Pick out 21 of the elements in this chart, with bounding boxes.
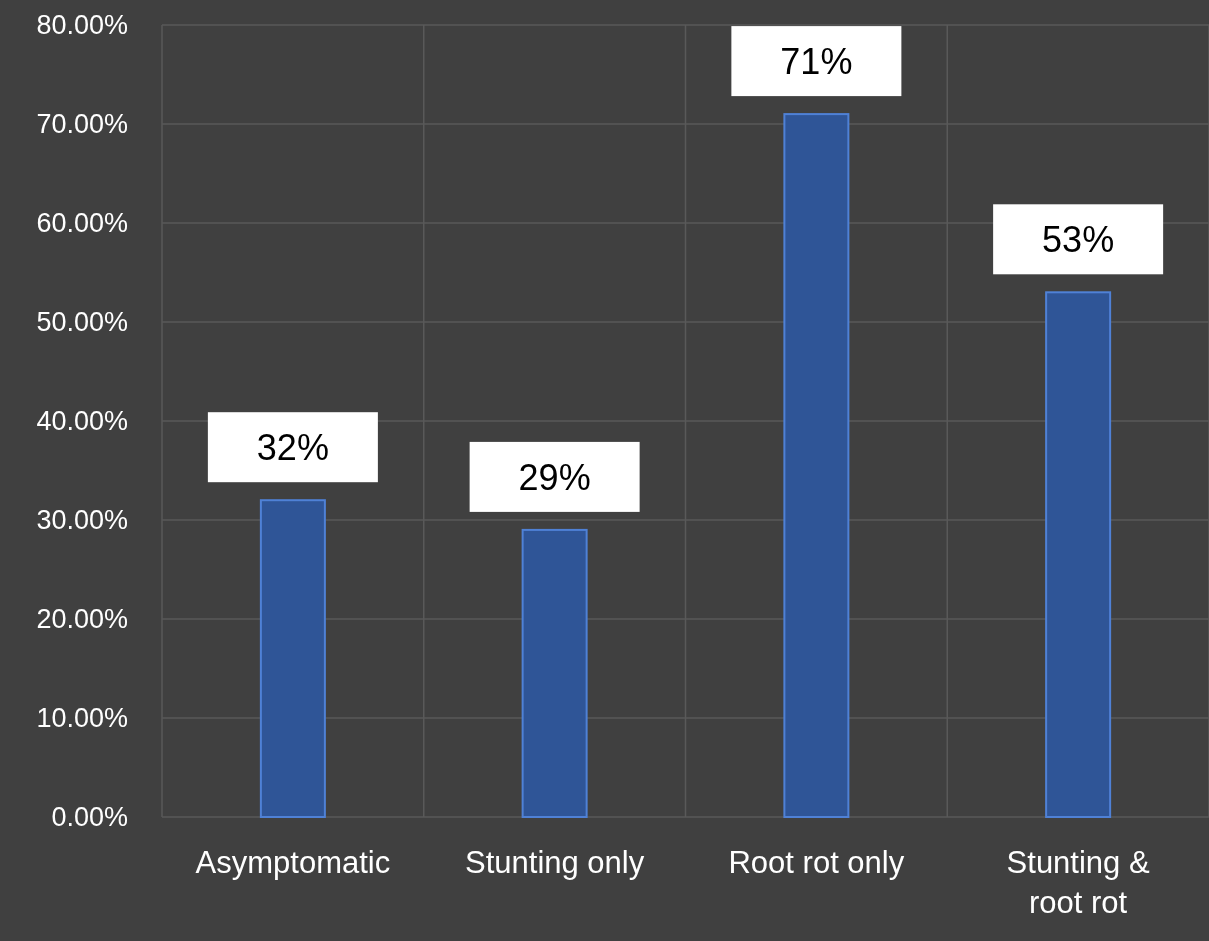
y-tick-label: 50.00% (36, 307, 128, 338)
bar (783, 113, 850, 818)
y-tick-label: 40.00% (36, 406, 128, 437)
bar (259, 499, 326, 818)
y-tick-label: 20.00% (36, 604, 128, 635)
y-tick-label: 80.00% (36, 10, 128, 41)
y-tick-label: 0.00% (51, 802, 128, 833)
data-label: 32% (256, 426, 329, 468)
data-label: 29% (518, 456, 591, 498)
data-label: 71% (780, 40, 853, 82)
bar (521, 528, 588, 818)
x-tick-label: Asymptomatic (195, 845, 391, 880)
x-tick-label: Stunting only (465, 845, 645, 880)
y-tick-label: 10.00% (36, 703, 128, 734)
y-tick-label: 60.00% (36, 208, 128, 239)
y-tick-label: 30.00% (36, 505, 128, 536)
y-tick-label: 70.00% (36, 109, 128, 140)
x-tick-label: Root rot only (728, 845, 905, 880)
bar (1045, 291, 1112, 818)
x-tick-label: Stunting & root rot (1006, 845, 1150, 920)
data-label: 53% (1042, 218, 1115, 260)
